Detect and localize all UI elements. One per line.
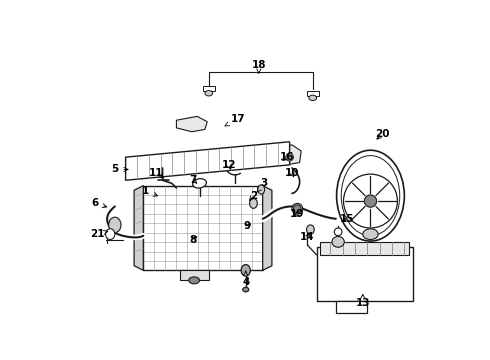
Polygon shape bbox=[272, 145, 301, 165]
Text: 12: 12 bbox=[221, 160, 236, 170]
Circle shape bbox=[365, 195, 377, 207]
Text: 15: 15 bbox=[340, 214, 355, 224]
Polygon shape bbox=[336, 301, 367, 313]
Text: 1: 1 bbox=[142, 186, 158, 196]
Text: 19: 19 bbox=[290, 209, 304, 219]
Circle shape bbox=[286, 153, 294, 161]
Polygon shape bbox=[125, 142, 290, 180]
Text: 9: 9 bbox=[244, 221, 251, 231]
Polygon shape bbox=[320, 242, 409, 255]
Text: 2: 2 bbox=[249, 191, 257, 201]
Circle shape bbox=[343, 174, 397, 228]
Polygon shape bbox=[263, 186, 272, 270]
Polygon shape bbox=[134, 186, 143, 270]
Text: 11: 11 bbox=[149, 167, 164, 178]
Text: 13: 13 bbox=[356, 294, 370, 309]
Text: 10: 10 bbox=[285, 167, 299, 177]
Ellipse shape bbox=[241, 265, 250, 276]
Ellipse shape bbox=[309, 95, 317, 100]
Ellipse shape bbox=[249, 198, 257, 208]
Ellipse shape bbox=[307, 225, 314, 234]
Ellipse shape bbox=[332, 237, 344, 247]
Circle shape bbox=[294, 205, 301, 213]
Ellipse shape bbox=[243, 287, 249, 292]
Text: 3: 3 bbox=[257, 178, 268, 192]
Ellipse shape bbox=[337, 150, 404, 241]
Ellipse shape bbox=[363, 229, 378, 239]
Text: 18: 18 bbox=[251, 60, 266, 73]
Ellipse shape bbox=[292, 203, 303, 214]
Polygon shape bbox=[143, 186, 263, 270]
Text: 14: 14 bbox=[300, 232, 315, 242]
Polygon shape bbox=[203, 86, 215, 91]
Ellipse shape bbox=[193, 179, 206, 188]
Polygon shape bbox=[179, 270, 209, 280]
Text: 17: 17 bbox=[225, 114, 245, 126]
Ellipse shape bbox=[258, 185, 265, 194]
Ellipse shape bbox=[106, 229, 115, 239]
Ellipse shape bbox=[189, 277, 199, 284]
Polygon shape bbox=[176, 116, 207, 132]
Text: 8: 8 bbox=[190, 235, 197, 244]
Ellipse shape bbox=[334, 228, 342, 236]
Text: 6: 6 bbox=[91, 198, 107, 208]
Polygon shape bbox=[317, 247, 413, 301]
Ellipse shape bbox=[109, 217, 121, 233]
Text: 4: 4 bbox=[242, 271, 249, 287]
Text: 7: 7 bbox=[190, 175, 197, 185]
Text: 16: 16 bbox=[280, 152, 294, 162]
Text: 5: 5 bbox=[111, 165, 128, 175]
Text: 21: 21 bbox=[90, 229, 108, 239]
Polygon shape bbox=[307, 91, 319, 95]
Ellipse shape bbox=[341, 156, 400, 236]
Text: 20: 20 bbox=[375, 129, 389, 139]
Ellipse shape bbox=[205, 91, 213, 96]
